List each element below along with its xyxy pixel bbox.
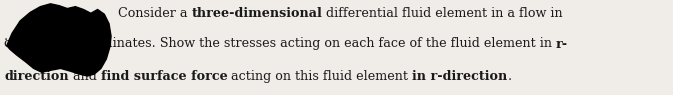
Text: .: . bbox=[507, 70, 511, 83]
Text: in r-direction: in r-direction bbox=[413, 70, 507, 83]
Polygon shape bbox=[7, 4, 111, 76]
Text: acting on this fluid element: acting on this fluid element bbox=[227, 70, 413, 83]
Text: r-: r- bbox=[556, 38, 568, 51]
Text: cylindrical coordinates. Show the stresses acting on each face of the fluid elem: cylindrical coordinates. Show the stress… bbox=[4, 38, 556, 51]
Text: .: . bbox=[4, 30, 8, 43]
Text: differential fluid element in a flow in: differential fluid element in a flow in bbox=[322, 7, 563, 20]
Text: Consider a: Consider a bbox=[118, 7, 191, 20]
Text: and: and bbox=[69, 70, 100, 83]
Text: find surface force: find surface force bbox=[100, 70, 227, 83]
Text: direction: direction bbox=[4, 70, 69, 83]
Text: three-dimensional: three-dimensional bbox=[191, 7, 322, 20]
